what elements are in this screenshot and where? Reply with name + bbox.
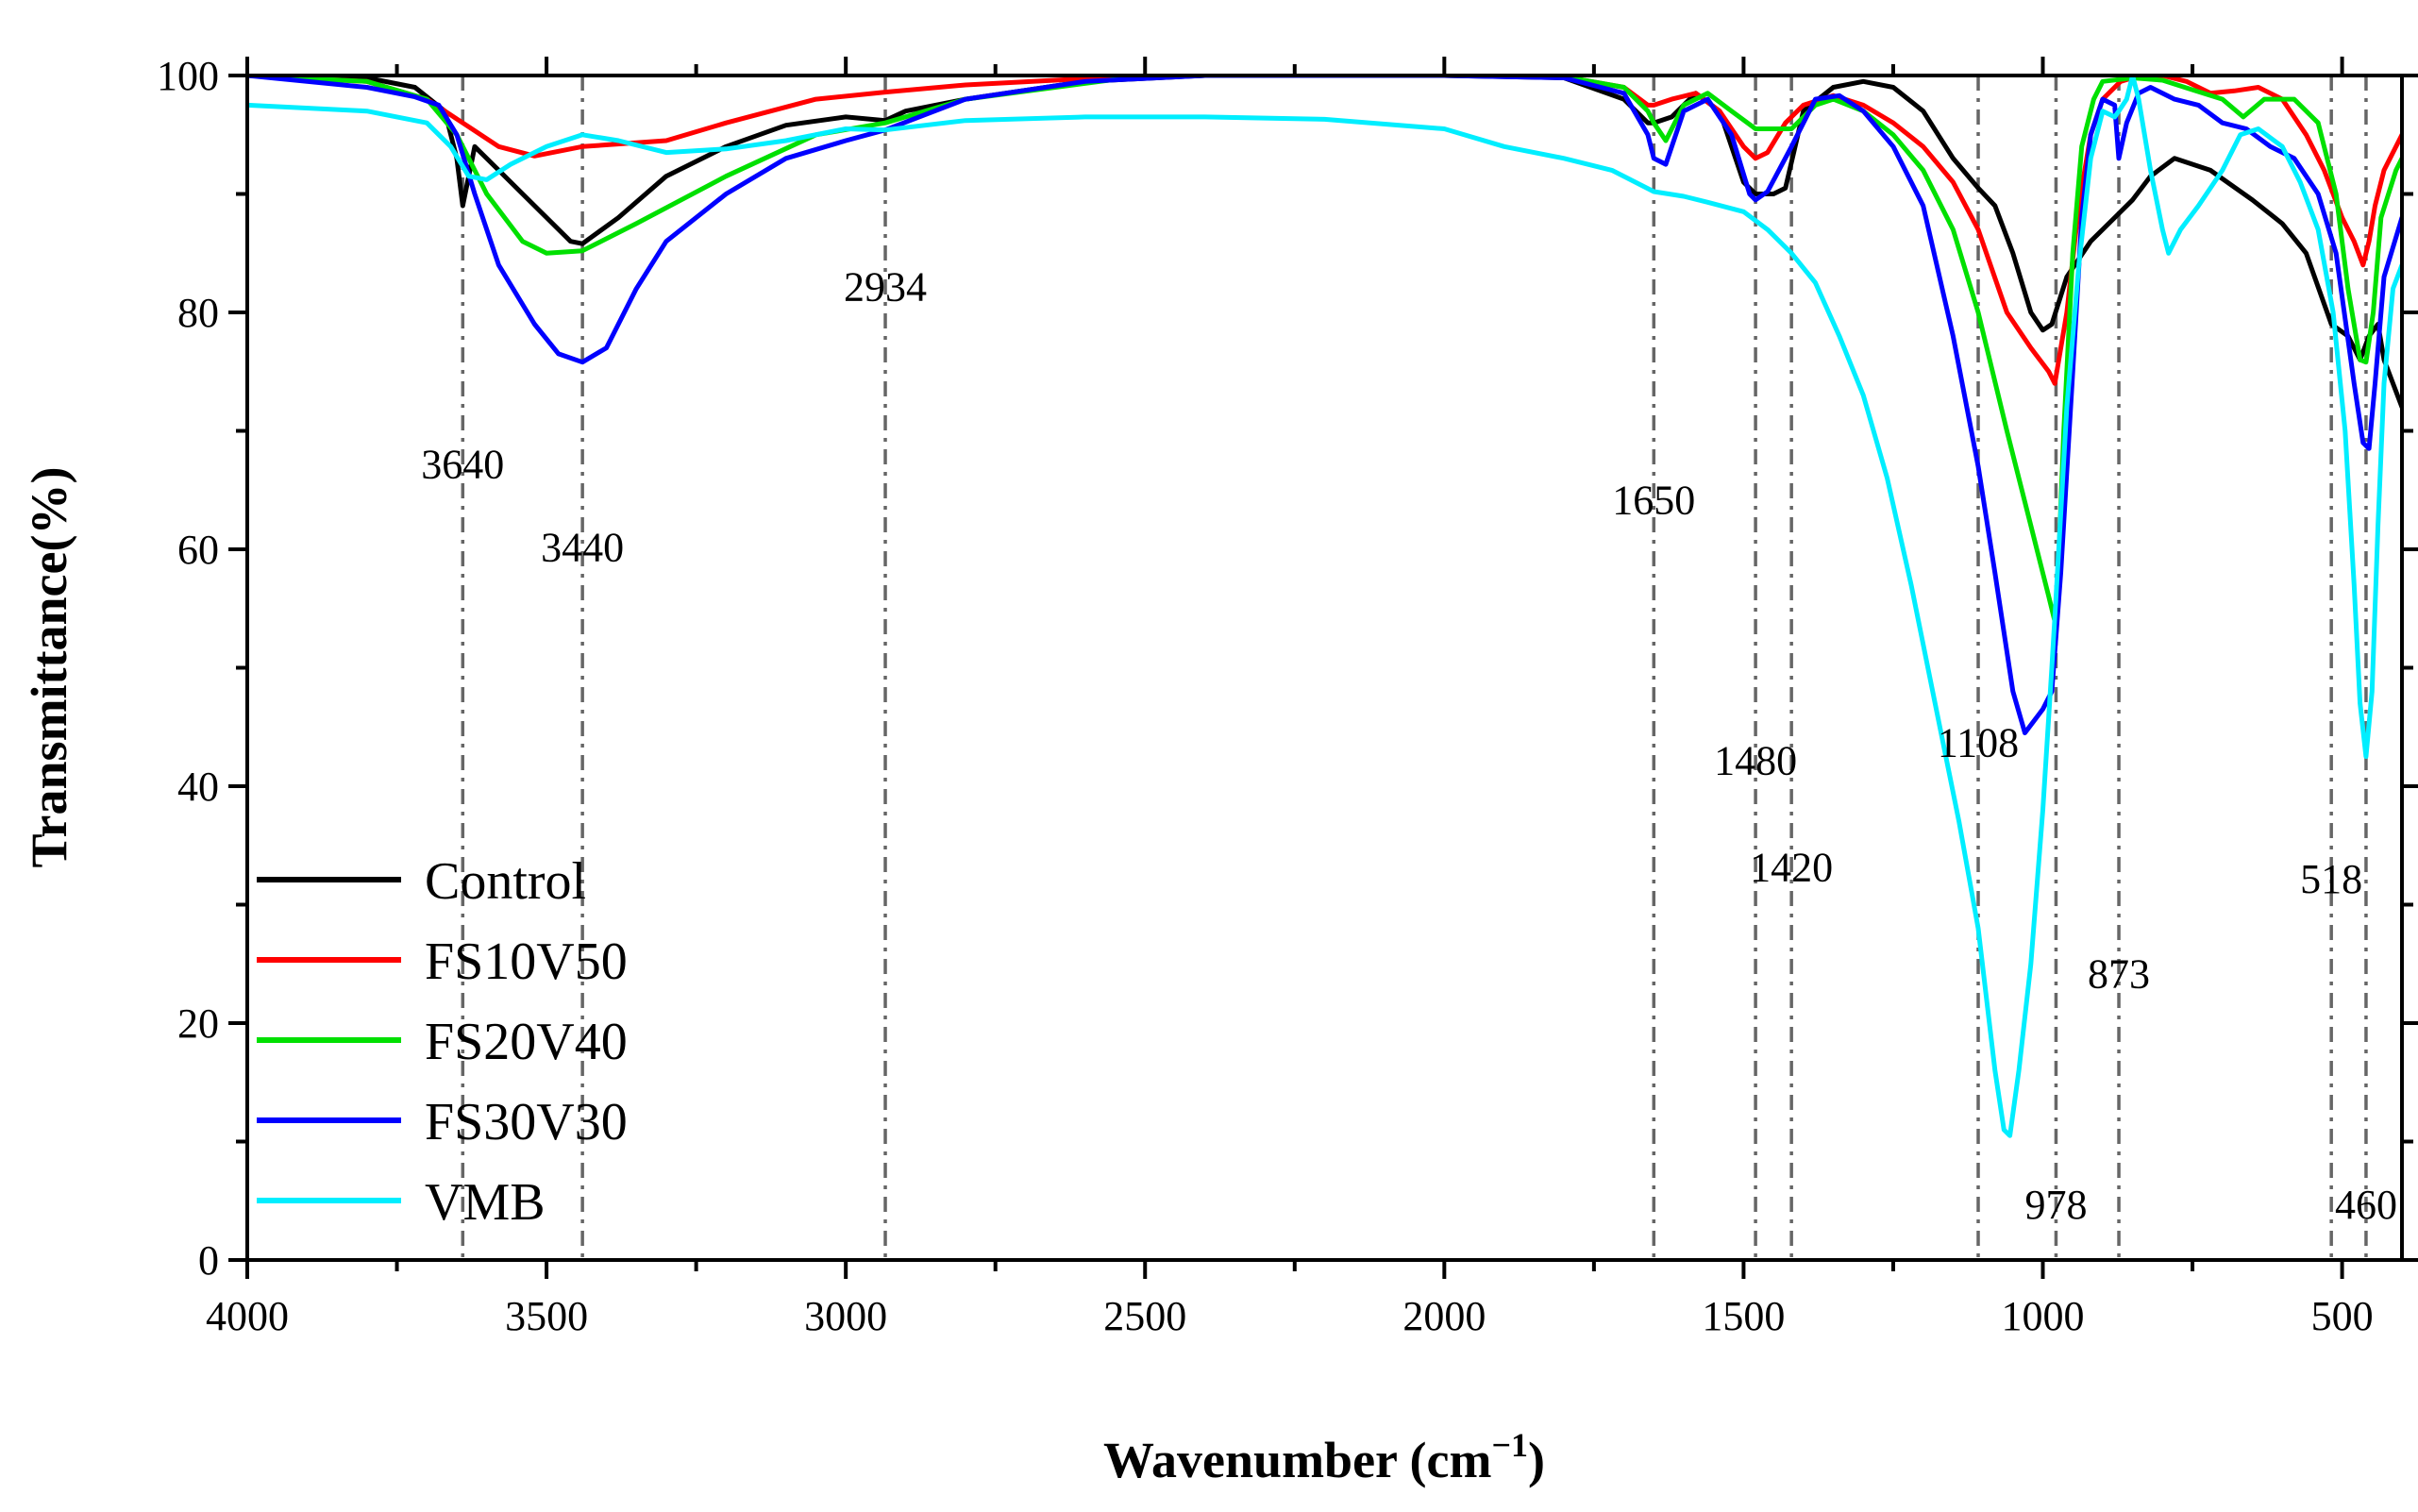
axis-ticks: 4000 3500 3000 2500 2000 1500 1000 500 0 20 40 60 80… (157, 53, 2418, 1339)
peak-label-3440: 3440 (541, 525, 624, 571)
y-tick-label-100: 100 (157, 53, 219, 99)
peak-label-518: 518 (2300, 856, 2362, 902)
legend-label-vmb: VMB (425, 1173, 546, 1232)
peak-label-3640: 3640 (421, 442, 504, 488)
series-line-fs10v50 (247, 76, 2402, 386)
peak-lines (461, 76, 2368, 1260)
x-tick-label-1500: 1500 (1702, 1293, 1785, 1339)
legend-label-fs10v50: FS10V50 (425, 932, 628, 991)
series-line-vmb (247, 76, 2402, 1138)
series-line-fs30v30 (247, 76, 2402, 735)
peak-label-460: 460 (2335, 1182, 2397, 1228)
legend-label-fs20v40: FS20V40 (425, 1013, 628, 1071)
x-tick-label-4000: 4000 (206, 1293, 289, 1339)
peak-label-1420: 1420 (1750, 844, 1833, 890)
legend-label-fs30v30: FS30V30 (425, 1093, 628, 1151)
series-line-fs20v40 (247, 76, 2402, 630)
peak-labels: 3640 3440 2934 1650 1480 1420 1108 978 873 518 460 (421, 263, 2397, 1228)
x-axis-title-suffix: ) (1528, 1432, 1545, 1488)
x-tick-label-2000: 2000 (1402, 1293, 1486, 1339)
peak-label-873: 873 (2088, 950, 2150, 997)
x-axis-title-main: Wavenumber (cm (1103, 1432, 1491, 1488)
x-axis-title-superscript: −1 (1491, 1426, 1528, 1464)
x-tick-label-1000: 1000 (2002, 1293, 2085, 1339)
x-tick-label-500: 500 (2311, 1293, 2374, 1339)
peak-label-2934: 2934 (844, 263, 927, 310)
series-group (247, 76, 2402, 1138)
x-tick-label-3500: 3500 (505, 1293, 588, 1339)
y-tick-label-0: 0 (198, 1237, 219, 1284)
legend: Control FS10V50 FS20V40 FS30V30 VMB (257, 852, 628, 1232)
y-axis-title: Transmittance(%) (21, 467, 77, 868)
y-tick-label-40: 40 (177, 764, 219, 810)
peak-label-1650: 1650 (1612, 477, 1695, 523)
y-tick-label-60: 60 (177, 527, 219, 573)
y-tick-label-80: 80 (177, 290, 219, 336)
peak-label-978: 978 (2024, 1182, 2087, 1228)
x-tick-label-3000: 3000 (804, 1293, 887, 1339)
y-tick-label-20: 20 (177, 1000, 219, 1047)
peak-label-1480: 1480 (1714, 737, 1797, 783)
peak-label-1108: 1108 (1938, 720, 2019, 766)
legend-label-control: Control (425, 852, 586, 911)
x-axis-title: Wavenumber (cm−1) (1103, 1426, 1545, 1488)
x-tick-label-2500: 2500 (1103, 1293, 1186, 1339)
